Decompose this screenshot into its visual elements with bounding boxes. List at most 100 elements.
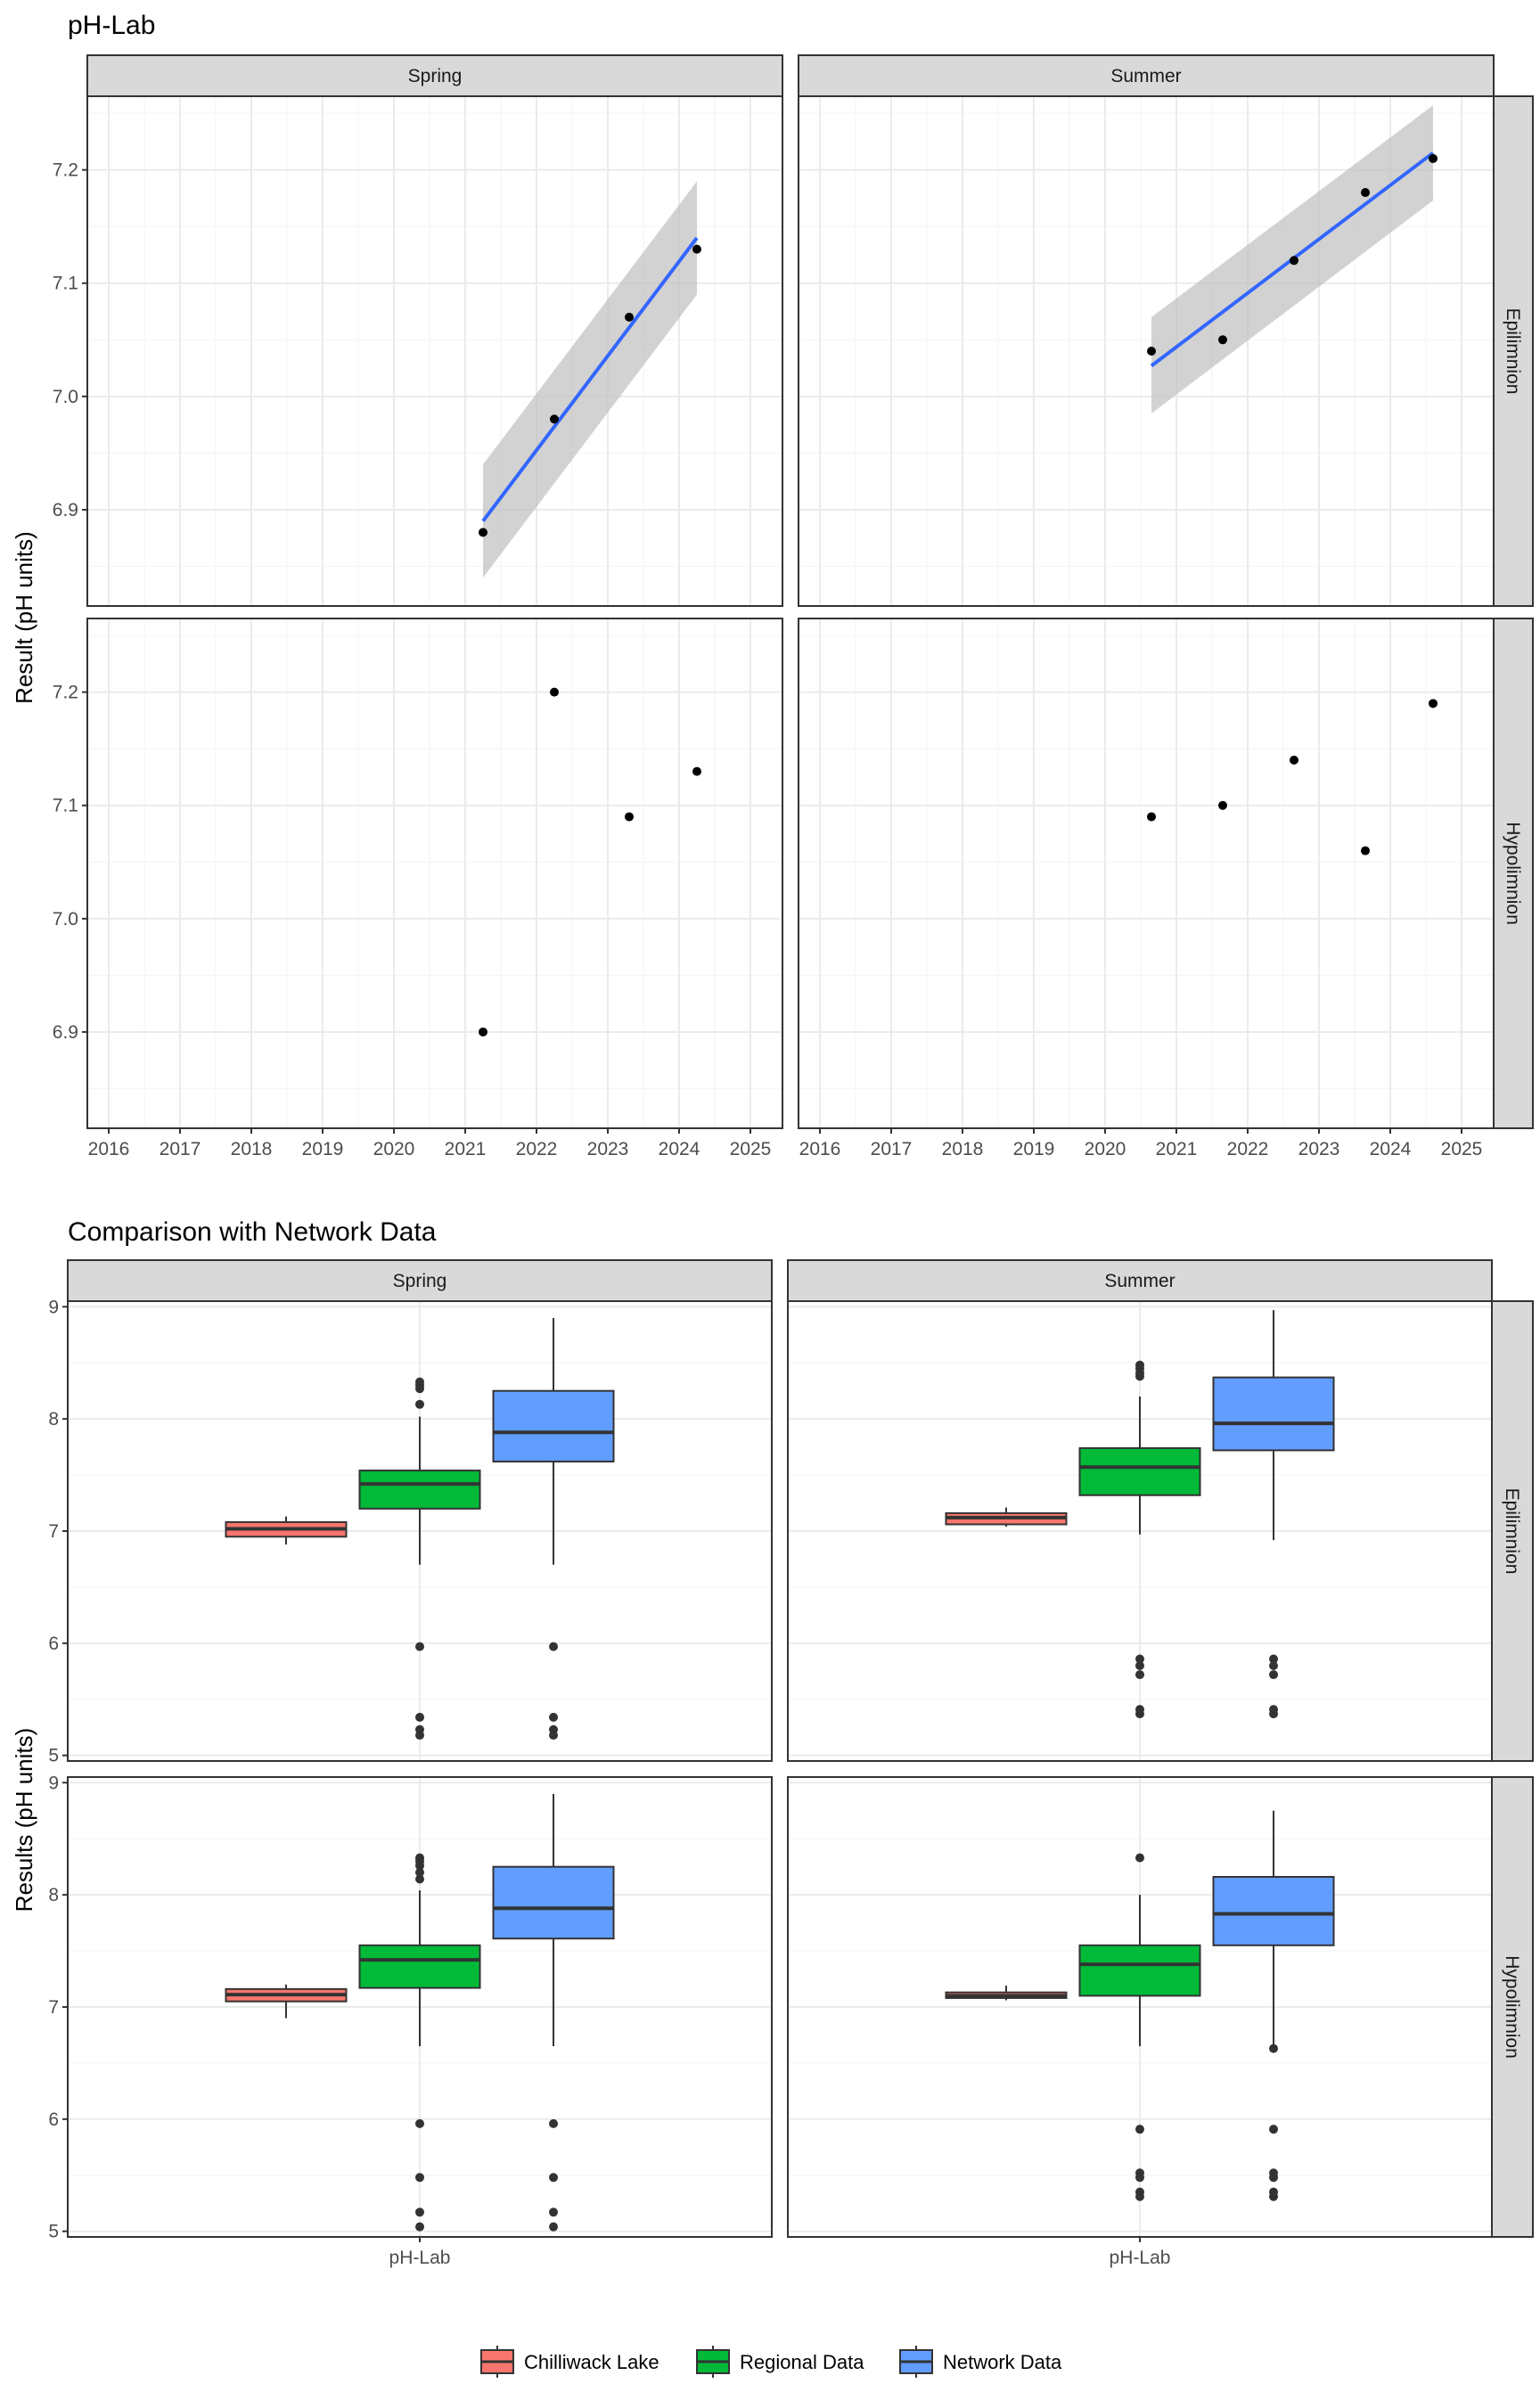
box-body [492,1865,615,1940]
y-tick-label: 6.9 [53,1022,78,1043]
box-body [1212,1876,1335,1946]
y-tick-label: 5 [48,2222,59,2242]
box-chilliwack-lake [945,1507,1068,1527]
outlier-point [549,2173,559,2183]
outlier-point [1269,2173,1279,2183]
outlier-point [549,1642,559,1651]
facet-strip-epilimnion [1491,1300,1534,1762]
chart2-panel-spring-hypolimnion [67,1776,773,2238]
chart1-y-axis-label: Result (pH units) [11,531,37,704]
outlier-point [1269,1661,1279,1671]
outlier-point [1135,2191,1144,2201]
data-point [1147,347,1156,356]
outlier-point [415,1712,424,1722]
chart2-panel-spring-epilimnion [67,1300,773,1762]
box-regional-data [1078,1853,1201,2201]
chart2-layer: 5 6 7 8 9 5 6 7 8 9 pH-Lab pH-Lab Spring Summer Epilim… [48,1259,1534,2268]
facet-strip-label: Epilimnion [1502,1488,1522,1575]
x-tick-label: 2022 [1227,1139,1269,1159]
outlier-point [1135,2125,1144,2134]
data-point [1147,812,1156,822]
facet-strip-spring [67,1259,773,1302]
data-point [1429,699,1438,709]
y-tick-label: 6.9 [53,500,78,520]
legend-label: Regional Data [740,2351,864,2373]
outlier-point [1269,1654,1279,1664]
y-tick-label: 8 [48,1409,59,1429]
box-body [1078,1446,1201,1496]
x-tick-label: 2025 [1441,1139,1483,1159]
x-tick-label: 2016 [799,1139,841,1159]
box-network-data [492,1793,615,2232]
legend-item-network-data: Network Data [899,2346,1062,2378]
x-tick-label: 2019 [1013,1139,1055,1159]
x-tick-label: 2020 [1085,1139,1126,1159]
box-body [492,1389,615,1462]
outlier-point [549,2222,559,2232]
data-point [550,687,559,697]
legend: Chilliwack Lake Regional Data Network Data [480,2346,1062,2378]
x-tick-label: 2017 [160,1139,201,1159]
chart2-panel-summer-epilimnion [787,1300,1493,1762]
smooth-trend-line [481,236,699,522]
legend-item-regional-data: Regional Data [696,2346,864,2378]
box-chilliwack-lake [225,1516,348,1545]
outlier-point [1135,1654,1144,1664]
x-tick-label: 2018 [231,1139,273,1159]
outlier-point [1135,1853,1144,1863]
data-point [692,244,701,254]
legend-label: Chilliwack Lake [524,2351,659,2373]
chart1-panel-summer-epilimnion [798,95,1495,607]
outlier-point [1269,2125,1279,2134]
outlier-point [1269,1670,1279,1680]
x-category-label: pH-Lab [1110,2248,1171,2268]
data-point [692,766,701,776]
outlier-point [415,2222,424,2232]
y-tick-label: 5 [48,1746,59,1766]
box-body [1212,1376,1335,1452]
data-point [625,312,634,322]
chart1-panel-spring-epilimnion [86,95,783,607]
facet-strip-label: Spring [393,1271,447,1291]
panel-background [87,618,782,1128]
data-point [625,812,634,822]
box-body [358,1470,481,1510]
y-tick-label: 9 [48,1773,59,1793]
facet-strip-label: Hypolimnion [1503,822,1523,925]
data-point [1290,256,1298,266]
y-tick-label: 6 [48,1634,59,1654]
y-tick-label: 6 [48,2109,59,2130]
outlier-point [1135,2173,1144,2183]
box-regional-data [1078,1360,1201,1719]
data-point [550,414,559,424]
chart1-panel-summer-hypolimnion [798,618,1495,1129]
y-tick-label: 7.1 [53,796,78,816]
y-tick-label: 7 [48,1521,59,1542]
panel-background [87,96,782,606]
outlier-point [1135,1670,1144,1680]
chart1-title: pH-Lab [68,11,155,40]
facet-strip-label: Hypolimnion [1502,1955,1522,2059]
x-tick-label: 2020 [373,1139,415,1159]
facet-strip-label: Summer [1110,66,1181,86]
x-category-label: pH-Lab [389,2248,451,2268]
facet-strip-hypolimnion [1491,1776,1534,2238]
outlier-point [1135,1372,1144,1381]
box-chilliwack-lake [225,1984,348,2019]
outlier-point [549,2208,559,2217]
outlier-point [1269,1709,1279,1719]
outlier-point [415,1874,424,1884]
data-point [479,1027,487,1036]
y-tick-label: 7.0 [53,909,78,930]
outlier-point [415,1384,424,1394]
x-tick-label: 2023 [1298,1139,1340,1159]
data-point [1361,846,1370,856]
facet-strip-label: Epilimnion [1503,308,1523,395]
outlier-point [415,1867,424,1877]
facet-strip-spring [86,54,783,97]
outlier-point [1269,2191,1279,2201]
outlier-point [1269,2044,1279,2053]
facet-strip-hypolimnion [1493,618,1534,1129]
